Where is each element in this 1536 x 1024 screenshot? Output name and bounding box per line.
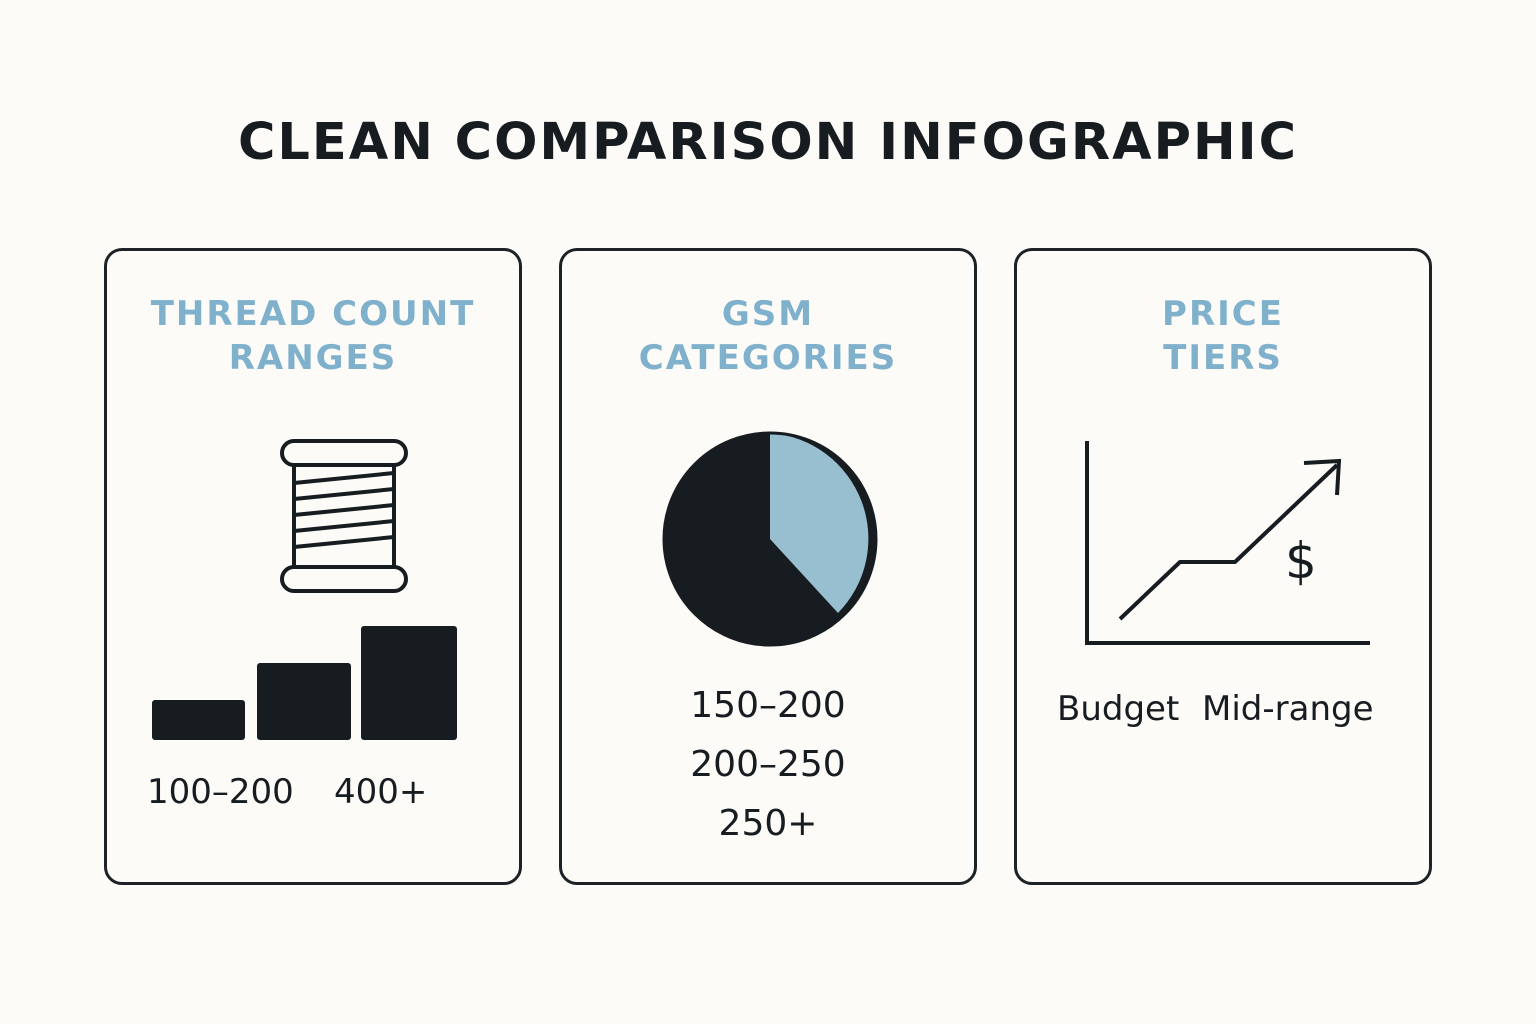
gsm-card: GSM CATEGORIES 150–200 200–250 250+: [559, 248, 977, 885]
pie-chart-icon: [662, 431, 878, 647]
gsm-label-2: 200–250: [690, 744, 846, 785]
price-tiers-card: PRICE TIERS $ Budget Mid-range: [1014, 248, 1432, 885]
trend-line: [1118, 463, 1339, 621]
thread-count-card: THREAD COUNT RANGES 100–200 400+: [104, 248, 522, 885]
gsm-label-3: 250+: [718, 803, 818, 844]
thread-count-label-high: 400+: [334, 772, 428, 812]
gsm-label-1: 150–200: [690, 685, 846, 726]
price-tiers-heading: PRICE TIERS: [1014, 292, 1432, 380]
page-title: CLEAN COMPARISON INFOGRAPHIC: [237, 113, 1299, 172]
bar-mid: [257, 663, 351, 740]
thread-count-heading: THREAD COUNT RANGES: [104, 292, 522, 380]
arrow-head: [1303, 458, 1342, 496]
thread-count-heading-line-1: THREAD COUNT: [150, 294, 476, 334]
price-label-budget: Budget: [1057, 689, 1180, 729]
bar-high: [361, 626, 457, 740]
gsm-heading: GSM CATEGORIES: [559, 292, 977, 380]
price-label-mid-range: Mid-range: [1202, 689, 1374, 729]
gsm-heading-line-2: CATEGORIES: [638, 338, 898, 378]
gsm-heading-line-1: GSM: [721, 294, 815, 334]
price-tiers-heading-line-1: PRICE: [1162, 294, 1284, 334]
axes: [1085, 441, 1370, 645]
pie-light-slice: [770, 433, 869, 613]
thread-count-label-low: 100–200: [147, 772, 294, 812]
price-tiers-heading-line-2: TIERS: [1163, 338, 1283, 378]
thread-spool-icon: [280, 439, 408, 593]
thread-count-bars-icon: [152, 626, 457, 740]
thread-count-heading-line-2: RANGES: [228, 338, 398, 378]
dollar-icon: $: [1285, 532, 1317, 590]
rising-price-chart-icon: [1085, 441, 1370, 645]
bar-low: [152, 700, 245, 740]
